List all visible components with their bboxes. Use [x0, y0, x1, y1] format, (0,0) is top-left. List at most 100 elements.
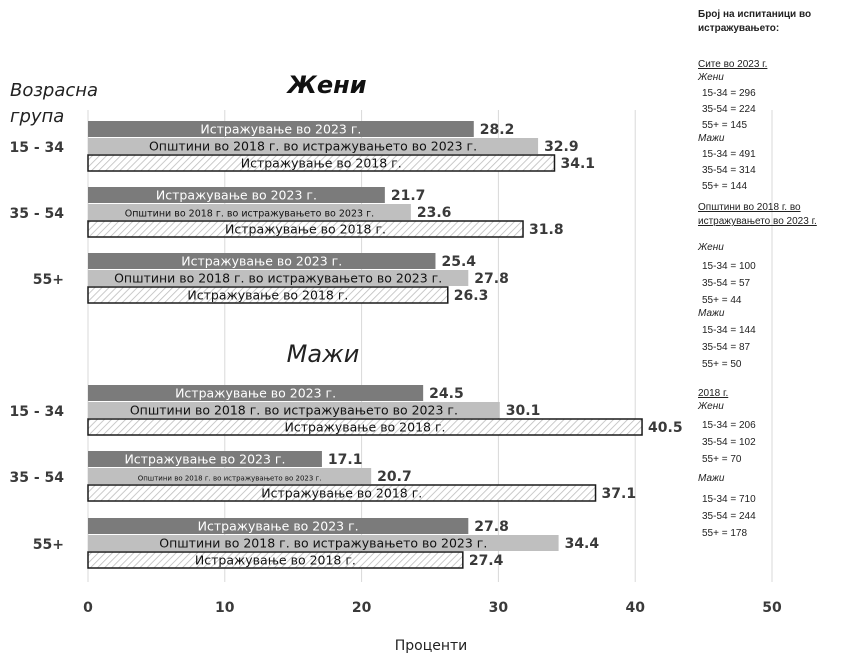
group-name: Мажи: [698, 473, 725, 484]
value-label: 37.1: [602, 486, 637, 502]
sample-size-panel: Број на испитаници во истражувањето: Сит…: [698, 8, 858, 540]
bar-dark: [88, 518, 469, 534]
bar-label: Истражување во 2018 г.: [195, 553, 356, 568]
bar-dark: [88, 121, 474, 137]
value-label: 34.4: [565, 536, 600, 552]
bar-label: Истражување во 2023 г.: [200, 122, 361, 137]
bar-light: [88, 138, 539, 154]
bar-label: Истражување во 2023 г.: [181, 254, 342, 269]
value-label: 27.8: [474, 271, 509, 287]
sample-row: 15-34 = 144: [702, 325, 756, 336]
value-label: 31.8: [529, 222, 564, 238]
group-label: 35 - 54: [9, 470, 64, 486]
bar-hatch: [87, 418, 643, 436]
bar-label: Истражување во 2018 г.: [261, 486, 422, 501]
value-label: 20.7: [377, 469, 412, 485]
bar-label: Општини во 2018 г. во истражувањето во 2…: [159, 536, 487, 551]
sample-row: 35-54 = 224: [702, 104, 756, 115]
sample-row: 15-34 = 296: [702, 88, 756, 99]
panel-title: Мажи: [287, 340, 360, 368]
value-label: 21.7: [391, 188, 426, 204]
bar-light: [88, 204, 411, 220]
sample-row: 55+ = 50: [702, 359, 742, 370]
value-label: 28.2: [480, 122, 515, 138]
bar-hatch: [87, 154, 556, 172]
bar-hatch: [87, 551, 464, 569]
bar-label: Општини во 2018 г. во истражувањето во 2…: [138, 475, 322, 483]
bar-label: Истражување во 2018 г.: [225, 222, 386, 237]
bar-label: Истражување во 2018 г.: [241, 156, 402, 171]
value-label: 23.6: [417, 205, 452, 221]
bar-label: Истражување во 2023 г.: [124, 452, 285, 467]
x-tick-label: 10: [215, 600, 235, 616]
bar-dark: [88, 187, 385, 203]
sample-row: 55+ = 178: [702, 528, 748, 539]
value-label: 34.1: [560, 156, 595, 172]
bar-hatch: [87, 484, 597, 502]
x-tick-label: 40: [625, 600, 645, 616]
bar-light: [88, 535, 559, 551]
bar-label: Општини во 2018 г. во истражувањето во 2…: [125, 209, 374, 220]
bar-label: Истражување во 2018 г.: [285, 420, 446, 435]
bar-label: Истражување во 2023 г.: [156, 188, 317, 203]
sample-row: 15-34 = 491: [702, 149, 756, 160]
value-label: 25.4: [441, 254, 476, 270]
section-title-2023: Сите во 2023 г.: [698, 59, 768, 70]
sample-row: 15-34 = 710: [702, 494, 756, 505]
group-label: 15 - 34: [9, 140, 64, 156]
value-label: 32.9: [544, 139, 579, 155]
group-label: 55+: [33, 537, 64, 553]
bar-label: Истражување во 2023 г.: [175, 386, 336, 401]
row-axis-label: Возрасна: [10, 80, 98, 101]
sample-row: 15-34 = 206: [702, 420, 756, 431]
value-label: 30.1: [506, 403, 541, 419]
bar-hatch: [87, 286, 449, 304]
sample-size-heading: Број на испитаници во истражувањето:: [698, 9, 812, 34]
sample-row: 55+ = 70: [702, 454, 742, 465]
sample-row: 35-54 = 102: [702, 437, 756, 448]
sample-row: 15-34 = 100: [702, 261, 756, 272]
x-axis-label: Проценти: [395, 638, 468, 654]
sample-row: 55+ = 145: [702, 120, 748, 131]
value-label: 27.8: [474, 519, 509, 535]
value-label: 17.1: [328, 452, 363, 468]
bar-dark: [88, 253, 436, 269]
bar-label: Општини во 2018 г. во истражувањето во 2…: [114, 271, 442, 286]
sample-row: 35-54 = 314: [702, 165, 756, 176]
bar-dark: [88, 385, 424, 401]
group-label: 55+: [33, 272, 64, 288]
panel-title: Жени: [285, 71, 366, 99]
x-tick-label: 30: [489, 600, 509, 616]
value-label: 26.3: [454, 288, 489, 304]
section-title-2018: 2018 г.: [698, 388, 729, 399]
group-name: Мажи: [698, 133, 725, 144]
bar-label: Истражување во 2023 г.: [198, 519, 359, 534]
group-label: 35 - 54: [9, 206, 64, 222]
value-label: 24.5: [429, 386, 464, 402]
value-label: 27.4: [469, 553, 504, 569]
bar-light: [88, 468, 372, 484]
bar-label: Општини во 2018 г. во истражувањето во 2…: [130, 403, 458, 418]
bar-label: Истражување во 2018 г.: [187, 288, 348, 303]
bar-label: Општини во 2018 г. во истражувањето во 2…: [149, 139, 477, 154]
bar-hatch: [87, 220, 524, 238]
sample-row: 55+ = 44: [702, 295, 742, 306]
sample-row: 55+ = 144: [702, 181, 748, 192]
group-name: Жени: [698, 401, 724, 412]
group-name: Жени: [698, 72, 724, 83]
x-tick-label: 0: [83, 600, 93, 616]
sample-row: 35-54 = 244: [702, 511, 756, 522]
group-label: 15 - 34: [9, 404, 64, 420]
x-tick-label: 20: [352, 600, 372, 616]
group-name: Мажи: [698, 308, 725, 319]
group-name: Жени: [698, 242, 724, 253]
bar-dark: [88, 451, 322, 467]
sample-row: 35-54 = 57: [702, 278, 751, 289]
row-axis-label: група: [10, 106, 64, 127]
value-label: 40.5: [648, 420, 683, 436]
section-title-municipalities: Општини во 2018 г. во истражувањето во 2…: [698, 202, 817, 227]
bar-light: [88, 270, 469, 286]
bar-light: [88, 402, 500, 418]
x-tick-label: 50: [762, 600, 782, 616]
